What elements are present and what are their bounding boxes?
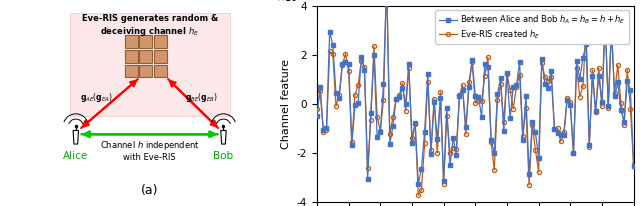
- Between Alice and Bob $h_A = h_B = h + h_E$: [415, 183, 422, 185]
- FancyBboxPatch shape: [125, 64, 138, 77]
- Text: Channel $h$ independent
with Eve-RIS: Channel $h$ independent with Eve-RIS: [100, 139, 200, 162]
- Eve-RIS created $h_E$: [396, 94, 403, 97]
- Between Alice and Bob $h_A = h_B = h + h_E$: [541, 83, 548, 85]
- Text: $\mathbf{g}_{BE}(\mathbf{g}_{EB})$: $\mathbf{g}_{BE}(\mathbf{g}_{EB})$: [185, 91, 218, 104]
- FancyBboxPatch shape: [125, 35, 138, 48]
- Line: Between Alice and Bob $h_A = h_B = h + h_E$: Between Alice and Bob $h_A = h_B = h + h…: [315, 0, 636, 186]
- Polygon shape: [221, 131, 226, 144]
- Text: Alice: Alice: [63, 151, 88, 161]
- Between Alice and Bob $h_A = h_B = h + h_E$: [509, 86, 517, 88]
- FancyBboxPatch shape: [154, 64, 166, 77]
- Text: Eve-RIS generates random &
deceiving channel $h_E$: Eve-RIS generates random & deceiving cha…: [81, 14, 218, 38]
- Eve-RIS created $h_E$: [541, 76, 548, 78]
- Text: Bob: Bob: [213, 151, 234, 161]
- Eve-RIS created $h_E$: [557, 140, 564, 143]
- Line: Eve-RIS created $h_E$: Eve-RIS created $h_E$: [315, 0, 636, 197]
- FancyBboxPatch shape: [154, 35, 166, 48]
- Polygon shape: [73, 131, 79, 144]
- Y-axis label: Channel feature: Channel feature: [282, 59, 291, 149]
- Eve-RIS created $h_E$: [415, 194, 422, 197]
- Between Alice and Bob $h_A = h_B = h + h_E$: [630, 164, 637, 167]
- FancyBboxPatch shape: [70, 13, 230, 116]
- Between Alice and Bob $h_A = h_B = h + h_E$: [335, 97, 343, 99]
- Eve-RIS created $h_E$: [313, 108, 321, 110]
- Between Alice and Bob $h_A = h_B = h + h_E$: [396, 96, 403, 99]
- Eve-RIS created $h_E$: [335, 94, 343, 96]
- FancyBboxPatch shape: [125, 50, 138, 63]
- Between Alice and Bob $h_A = h_B = h + h_E$: [557, 133, 564, 136]
- Eve-RIS created $h_E$: [465, 80, 473, 83]
- Text: $\times 10^{-4}$: $\times 10^{-4}$: [276, 0, 308, 4]
- FancyBboxPatch shape: [140, 64, 152, 77]
- Text: (a): (a): [141, 184, 158, 197]
- Between Alice and Bob $h_A = h_B = h + h_E$: [313, 115, 321, 117]
- FancyBboxPatch shape: [140, 50, 152, 63]
- Text: $\mathbf{g}_{AE}(\mathbf{g}_{EA})$: $\mathbf{g}_{AE}(\mathbf{g}_{EA})$: [80, 91, 113, 104]
- FancyBboxPatch shape: [154, 50, 166, 63]
- Eve-RIS created $h_E$: [509, 108, 517, 110]
- FancyBboxPatch shape: [140, 35, 152, 48]
- Between Alice and Bob $h_A = h_B = h + h_E$: [465, 86, 473, 88]
- Eve-RIS created $h_E$: [630, 163, 637, 165]
- Legend: Between Alice and Bob $h_A = h_B = h + h_E$, Eve-RIS created $h_E$: Between Alice and Bob $h_A = h_B = h + h…: [435, 10, 629, 44]
